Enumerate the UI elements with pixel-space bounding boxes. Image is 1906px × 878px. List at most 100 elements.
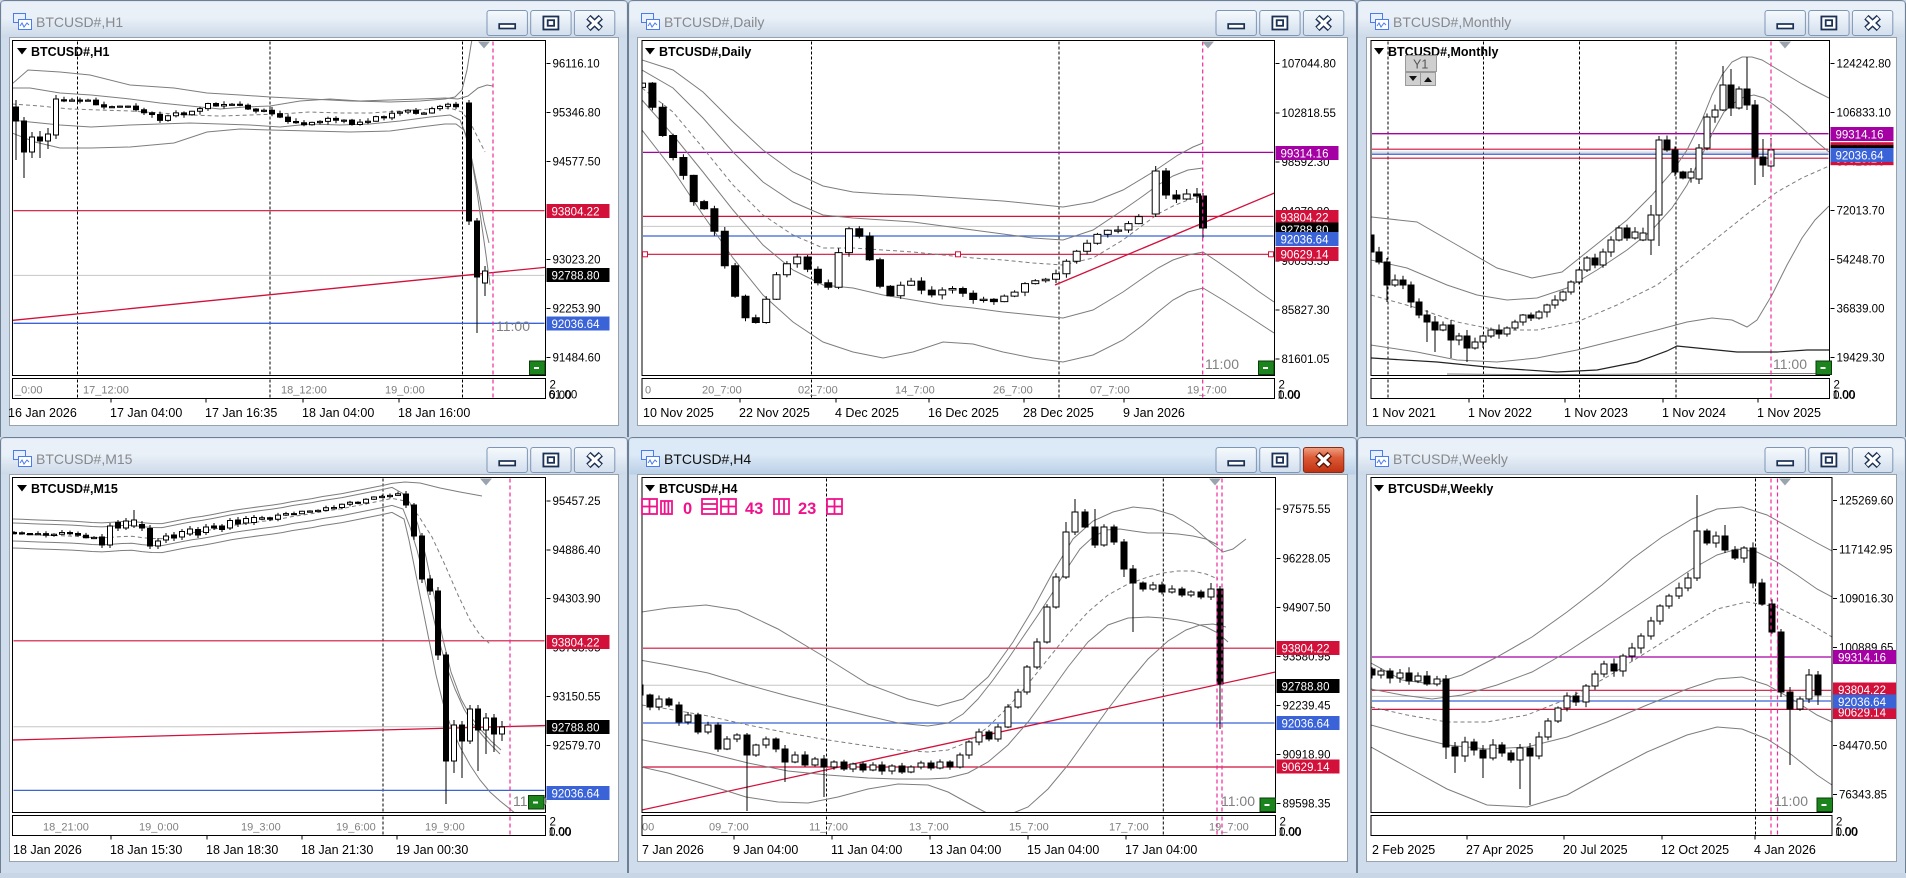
- svg-text:93023.20: 93023.20: [553, 255, 601, 267]
- svg-text:0.00: 0.00: [1836, 827, 1858, 839]
- svg-text:BTCUSD#,Weekly: BTCUSD#,Weekly: [1388, 482, 1493, 496]
- svg-text:1 Nov 2023: 1 Nov 2023: [1564, 406, 1628, 420]
- svg-text:0.00: 0.00: [549, 390, 571, 402]
- svg-text:0: 0: [645, 385, 651, 397]
- svg-text:107044.80: 107044.80: [1282, 59, 1336, 71]
- svg-text:2 Feb 2025: 2 Feb 2025: [1372, 843, 1435, 857]
- svg-text:92036.64: 92036.64: [552, 319, 601, 331]
- svg-text:_0:00: _0:00: [14, 385, 43, 397]
- svg-text:9 Jan 2026: 9 Jan 2026: [1123, 406, 1185, 420]
- svg-text:90629.14: 90629.14: [1281, 250, 1330, 262]
- svg-text:19_3:00: 19_3:00: [241, 822, 281, 834]
- svg-text:27 Apr 2025: 27 Apr 2025: [1466, 843, 1533, 857]
- svg-text:18 Jan 21:30: 18 Jan 21:30: [301, 843, 373, 857]
- svg-text:9 Jan 04:00: 9 Jan 04:00: [733, 843, 798, 857]
- svg-text:1 Nov 2025: 1 Nov 2025: [1757, 406, 1821, 420]
- svg-text:92036.64: 92036.64: [1838, 697, 1887, 709]
- svg-text:18 Jan 15:30: 18 Jan 15:30: [110, 843, 182, 857]
- svg-text:124242.80: 124242.80: [1837, 59, 1891, 71]
- svg-text:13 Jan 04:00: 13 Jan 04:00: [929, 843, 1001, 857]
- svg-text:20 Jul 2025: 20 Jul 2025: [1563, 843, 1628, 857]
- svg-text:90629.14: 90629.14: [1282, 762, 1331, 774]
- svg-text:BTCUSD#,Monthly: BTCUSD#,Monthly: [1393, 14, 1511, 30]
- svg-text:93804.22: 93804.22: [1838, 685, 1886, 697]
- svg-text:BTCUSD#,Daily: BTCUSD#,Daily: [664, 14, 764, 30]
- svg-text:1.00: 1.00: [549, 827, 571, 839]
- svg-text:61.00: 61.00: [549, 390, 578, 402]
- svg-text:19429.30: 19429.30: [1837, 353, 1885, 365]
- svg-text:10 Nov 2025: 10 Nov 2025: [643, 406, 714, 420]
- svg-text:Y1: Y1: [1413, 58, 1428, 72]
- svg-text:14_7:00: 14_7:00: [895, 385, 935, 397]
- svg-text:117142.95: 117142.95: [1839, 545, 1893, 557]
- svg-text:12 Oct 2025: 12 Oct 2025: [1661, 843, 1729, 857]
- svg-text:95346.80: 95346.80: [553, 108, 601, 120]
- svg-text:0.00: 0.00: [549, 827, 571, 839]
- svg-text:102818.55: 102818.55: [1282, 108, 1336, 120]
- svg-text:19 Jan 00:30: 19 Jan 00:30: [396, 843, 468, 857]
- svg-text:19_9:00: 19_9:00: [425, 822, 465, 834]
- svg-text:17_12:00: 17_12:00: [83, 385, 129, 397]
- svg-text:4 Dec 2025: 4 Dec 2025: [835, 406, 899, 420]
- svg-text:84470.50: 84470.50: [1839, 741, 1887, 753]
- svg-text:92036.64: 92036.64: [1281, 235, 1330, 247]
- svg-text:92036.64: 92036.64: [1282, 719, 1331, 731]
- svg-text:94577.50: 94577.50: [553, 157, 601, 169]
- svg-text:85827.30: 85827.30: [1282, 305, 1330, 317]
- svg-text:54248.70: 54248.70: [1837, 255, 1885, 267]
- svg-text:15_7:00: 15_7:00: [1009, 822, 1049, 834]
- svg-text:19_0:00: 19_0:00: [385, 385, 425, 397]
- svg-text:1.00: 1.00: [1835, 827, 1857, 839]
- svg-text:BTCUSD#,H1: BTCUSD#,H1: [31, 45, 110, 59]
- svg-text:BTCUSD#,Monthly: BTCUSD#,Monthly: [1388, 45, 1498, 59]
- svg-text:2: 2: [1279, 380, 1285, 392]
- svg-text:18_21:00: 18_21:00: [43, 822, 89, 834]
- svg-text:15 Jan 04:00: 15 Jan 04:00: [1027, 843, 1099, 857]
- svg-text:18 Jan 2026: 18 Jan 2026: [13, 843, 82, 857]
- svg-text:1 Nov 2024: 1 Nov 2024: [1662, 406, 1726, 420]
- svg-text:91484.60: 91484.60: [553, 353, 601, 365]
- svg-text:17_7:00: 17_7:00: [1109, 822, 1149, 834]
- svg-text:92036.64: 92036.64: [1836, 151, 1885, 163]
- svg-text:0.00: 0.00: [1279, 827, 1301, 839]
- svg-text:2: 2: [1280, 817, 1286, 829]
- svg-text:97575.55: 97575.55: [1283, 504, 1331, 516]
- svg-text:BTCUSD#,Weekly: BTCUSD#,Weekly: [1393, 451, 1508, 467]
- svg-text:96116.10: 96116.10: [553, 59, 600, 71]
- svg-text:17 Jan 04:00: 17 Jan 04:00: [110, 406, 182, 420]
- svg-text:2: 2: [550, 817, 556, 829]
- svg-text:95457.25: 95457.25: [553, 496, 601, 508]
- svg-text:28 Dec 2025: 28 Dec 2025: [1023, 406, 1094, 420]
- svg-text:90918.90: 90918.90: [1283, 750, 1331, 762]
- svg-text:BTCUSD#,H4: BTCUSD#,H4: [664, 451, 751, 467]
- svg-text:4 Jan 2026: 4 Jan 2026: [1754, 843, 1816, 857]
- svg-text:125269.60: 125269.60: [1839, 496, 1893, 508]
- svg-text:BTCUSD#,M15: BTCUSD#,M15: [36, 451, 133, 467]
- svg-text:22 Nov 2025: 22 Nov 2025: [739, 406, 810, 420]
- svg-text:7 Jan 2026: 7 Jan 2026: [642, 843, 704, 857]
- svg-text:02_7:00: 02_7:00: [798, 385, 838, 397]
- svg-text:13_7:00: 13_7:00: [909, 822, 949, 834]
- svg-text:92253.90: 92253.90: [553, 304, 601, 316]
- svg-text:92579.70: 92579.70: [553, 741, 601, 753]
- svg-text:17 Jan 16:35: 17 Jan 16:35: [205, 406, 277, 420]
- svg-text:18_12:00: 18_12:00: [281, 385, 327, 397]
- svg-text:76343.85: 76343.85: [1839, 790, 1887, 802]
- svg-text:92239.45: 92239.45: [1283, 701, 1331, 713]
- svg-text:1.00: 1.00: [1278, 390, 1300, 402]
- svg-text:99314.16: 99314.16: [1836, 130, 1884, 142]
- svg-text:109016.30: 109016.30: [1839, 594, 1893, 606]
- svg-text:92788.80: 92788.80: [1282, 682, 1330, 694]
- svg-text:11:00: 11:00: [496, 318, 530, 334]
- svg-text:90629.14: 90629.14: [1838, 708, 1887, 720]
- svg-text:07_7:00: 07_7:00: [1090, 385, 1130, 397]
- svg-text:11_7:00: 11_7:00: [809, 822, 848, 834]
- svg-text:93804.22: 93804.22: [552, 638, 600, 650]
- svg-text:11 Jan 04:00: 11 Jan 04:00: [831, 843, 902, 857]
- svg-text:93150.55: 93150.55: [553, 692, 601, 704]
- svg-text:106833.10: 106833.10: [1837, 108, 1891, 120]
- svg-text:0: 0: [683, 500, 692, 518]
- svg-text:11:00: 11:00: [1221, 793, 1255, 809]
- svg-text:16 Jan 2026: 16 Jan 2026: [8, 406, 77, 420]
- svg-text:16 Dec 2025: 16 Dec 2025: [928, 406, 999, 420]
